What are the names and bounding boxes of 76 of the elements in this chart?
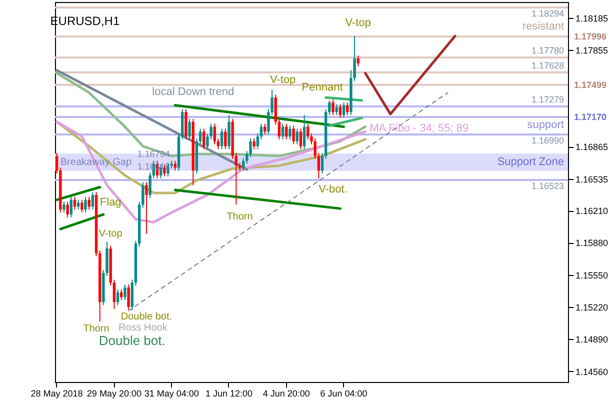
candlestick [356,55,360,67]
ref-line-label: 1.17780 [531,46,564,56]
annotation: Double bot. [120,312,172,323]
y-tick-label: 1.18185 [576,14,608,24]
annotation: local Down trend [152,86,234,98]
candlestick [332,98,334,116]
candlestick [62,201,66,213]
annotation: resistant [522,20,564,32]
candlestick [84,196,87,213]
ref-line-label: 1.17628 [531,60,564,70]
candlestick [127,284,130,310]
ref-line-label: 1.17499 [574,80,607,90]
candlestick [198,128,202,145]
candlestick [288,125,292,140]
line-series [56,120,367,224]
y-tick-label: 1.15220 [576,302,608,312]
y-tick-label: 1.16535 [576,174,608,184]
y-tick-label: 1.17855 [576,46,608,56]
candlestick [76,199,80,210]
ref-line-label: 1.16990 [531,136,564,146]
candlestick [174,160,177,172]
candlestick [70,196,72,218]
candlestick [224,128,227,150]
annotation: V-top [345,17,371,30]
annotation: Pennant [302,81,343,94]
candlestick [260,123,263,140]
candlestick [342,102,346,118]
candlestick [124,284,126,301]
y-tick-label: 1.16865 [576,142,608,152]
annotation: V-top [98,228,123,240]
x-tick-label: 28 May 2018 [30,388,83,398]
candlestick [335,104,338,116]
candlestick [66,201,69,218]
candlestick [296,128,298,145]
candlestick [188,118,191,140]
candlestick [292,125,295,145]
ref-line-label: 1.17996 [574,31,607,42]
annotation: support [527,118,564,131]
annotation: Flag [100,196,122,209]
candlestick [285,123,288,140]
candlestick [220,128,224,150]
annotation: V-top [270,74,296,86]
candlestick [299,128,302,150]
ref-line-label: 1.17170 [574,112,607,122]
annotation: Double bot. [98,333,166,348]
y-tick-label: 1.14890 [576,334,608,345]
y-tick-label: 1.14560 [576,366,608,377]
x-tick-label: 4 Jun 20:00 [262,388,310,398]
annotation: Thorn [83,324,110,335]
x-tick-label: 31 May 04:00 [144,388,199,398]
annotation: MA Fibo - 34; 55; 89 [370,122,469,135]
candlestick [91,192,94,210]
y-tick-label: 1.15880 [576,238,608,248]
candlestick [213,123,216,145]
y-tick-label: 1.16210 [576,206,608,216]
y-tick-label: 1.15550 [576,270,608,280]
candlestick [264,123,266,136]
band-label: Support Zone [497,156,564,168]
ref-line-label: 1.17279 [531,94,564,104]
candlestick [116,288,120,306]
candlestick [145,182,148,234]
candlestick [88,196,90,210]
x-tick-label: 29 May 20:00 [86,388,142,398]
candlestick [302,114,306,150]
candlestick [338,104,342,118]
candlestick [256,133,260,150]
ref-line-label: 1.18294 [531,8,564,18]
ref-line-label: 1.16523 [531,181,564,192]
x-tick-label: 1 Jun 12:00 [205,388,253,398]
x-tick-label: 6 Jun 04:00 [320,388,368,398]
annotation: V-bot. [318,183,348,196]
annotation: Thorn [226,212,253,223]
candlestick [202,128,206,150]
candlestick [281,123,284,140]
candlestick [80,199,84,213]
annotation: Ross Hook [118,322,168,334]
